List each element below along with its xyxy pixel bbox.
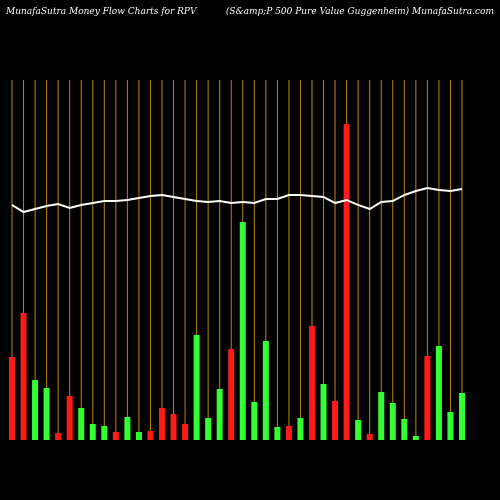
bar: [309, 326, 315, 440]
bar: [9, 357, 15, 440]
bar: [159, 408, 165, 440]
bar: [251, 402, 258, 440]
bar: [112, 432, 119, 440]
line: [11, 186, 463, 214]
bar: [435, 346, 442, 440]
bar: [101, 426, 108, 440]
bar: [401, 419, 408, 440]
bar: [459, 393, 465, 440]
bar: [412, 436, 419, 440]
bar: [66, 396, 73, 440]
bar: [274, 427, 281, 440]
bar: [55, 433, 62, 440]
bar: [285, 426, 292, 440]
bar: [239, 222, 246, 440]
bar: [332, 401, 339, 440]
bar: [389, 403, 396, 440]
bar: [378, 392, 385, 440]
bar: [320, 384, 327, 440]
bar: [170, 414, 177, 440]
chart-subtitle: (S&amp;P 500 Pure Value Guggenheim) Muna…: [226, 6, 494, 17]
bar: [124, 417, 131, 440]
bar: [262, 341, 269, 440]
chart-title: MunafaSutra Money Flow Charts for RPV: [5, 7, 198, 17]
bar: [216, 389, 223, 440]
bar: [89, 424, 96, 440]
bar: [424, 356, 431, 440]
bar: [297, 418, 304, 440]
bar: [355, 420, 362, 440]
bar: [366, 434, 373, 440]
bar: [343, 124, 350, 440]
bar: [32, 380, 39, 440]
bar: [228, 349, 235, 440]
bar: [147, 431, 154, 440]
bar: [205, 418, 212, 440]
plot-area: [9, 80, 465, 440]
bar: [20, 313, 27, 440]
bar: [447, 412, 454, 440]
bar: [78, 408, 85, 440]
bar: [43, 388, 50, 440]
bar: [193, 335, 200, 440]
bar: [182, 424, 189, 440]
bar: [135, 432, 142, 440]
